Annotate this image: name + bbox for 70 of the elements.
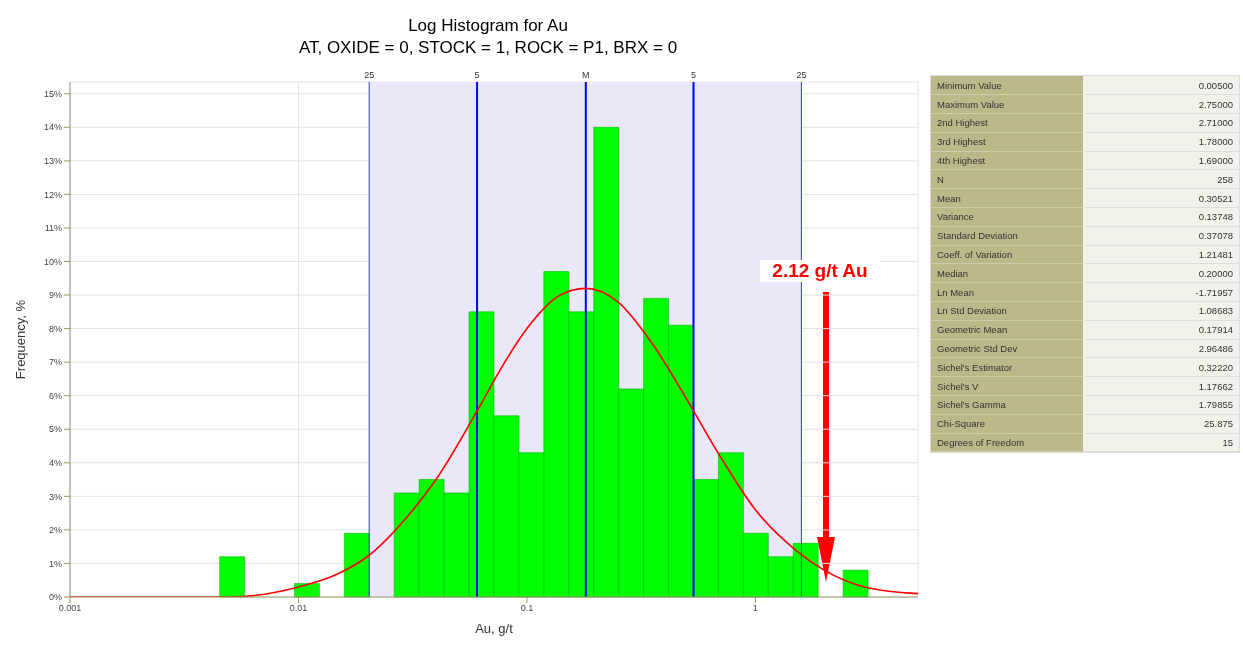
text: 1.17662 — [1198, 380, 1233, 392]
category-label: Standard Deviation — [931, 226, 1083, 246]
category-label: Mean — [931, 188, 1083, 208]
y-tick-label: 10% — [43, 256, 62, 267]
chart-subtitle: AT, OXIDE = 0, STOCK = 1, ROCK = P1, BRX = 0 — [297, 38, 679, 58]
y-tick-label: 8% — [48, 323, 62, 334]
x-tick-label: 0.01 — [289, 603, 308, 614]
text: 258 — [1217, 173, 1233, 185]
category-label: Ln Mean — [931, 282, 1083, 302]
category-label: 4th Highest — [931, 151, 1083, 170]
text: 25 — [364, 70, 375, 80]
x-tick-label: 0.001 — [58, 603, 82, 614]
category-label: Median — [931, 263, 1083, 283]
category-label: Chi-Square — [931, 414, 1083, 434]
category-label: 2nd Highest — [931, 113, 1083, 133]
y-tick-label: 1% — [48, 558, 62, 569]
category-label: Sichel's Estimator — [931, 357, 1083, 377]
text: 5 — [691, 70, 697, 80]
y-tick-label: 9% — [48, 290, 62, 301]
text: 1.08683 — [1198, 305, 1233, 317]
x-tick-label: 1 — [752, 603, 758, 614]
category-label: Variance — [931, 207, 1083, 227]
category-label: Sichel's V — [931, 376, 1083, 396]
category-label: N — [931, 169, 1083, 189]
text: 0.37078 — [1198, 230, 1233, 242]
x-tick-label: 0.1 — [520, 603, 534, 614]
text: 25.875 — [1203, 418, 1233, 430]
text: 5 — [474, 70, 480, 80]
text: 0.17914 — [1198, 324, 1233, 336]
y-tick-label: 14% — [43, 122, 62, 133]
text: 2.75000 — [1198, 98, 1233, 110]
y-tick-label: 0% — [48, 592, 62, 603]
text: 1.69000 — [1198, 155, 1233, 167]
category-label: Sichel's Gamma — [931, 395, 1083, 415]
category-label: Geometric Std Dev — [931, 339, 1083, 358]
text: 0.30521 — [1198, 192, 1233, 204]
category-label: Coeff. of Variation — [931, 245, 1083, 264]
y-tick-label: 3% — [48, 491, 62, 502]
y-tick-label: 7% — [48, 357, 62, 368]
text: 0.32220 — [1198, 361, 1233, 373]
text: 1.21481 — [1198, 249, 1233, 261]
text: 1.79855 — [1198, 399, 1233, 411]
y-tick-label: 5% — [48, 424, 62, 435]
y-tick-label: 15% — [43, 88, 62, 99]
text: -1.71957 — [1195, 286, 1233, 298]
text: 0.20000 — [1198, 267, 1233, 279]
text: M — [582, 70, 590, 80]
category-label: Degrees of Freedom — [931, 433, 1083, 452]
category-label: Maximum Value — [931, 94, 1083, 114]
y-tick-label: 6% — [48, 390, 62, 401]
y-tick-label: 12% — [43, 189, 62, 200]
category-label: 3rd Highest — [931, 132, 1083, 152]
text: 2.71000 — [1198, 117, 1233, 129]
y-tick-label: 11% — [44, 223, 62, 234]
y-tick-label: 2% — [48, 525, 62, 536]
text: 1.78000 — [1198, 136, 1233, 148]
category-label: Ln Std Deviation — [931, 301, 1083, 321]
x-axis-title: Au, g/t — [475, 621, 514, 636]
y-tick-label: 13% — [43, 156, 62, 167]
text: 2.96486 — [1198, 343, 1233, 355]
chart-title: Log Histogram for Au — [407, 16, 569, 36]
text: 25 — [796, 70, 807, 80]
category-label: Minimum Value — [931, 76, 1083, 95]
text: 15 — [1222, 437, 1233, 449]
category-label: Geometric Mean — [931, 320, 1083, 340]
annotation: 2.12 g/t Au — [760, 260, 880, 282]
text: 0.13748 — [1198, 211, 1233, 223]
text: 0.00500 — [1198, 79, 1233, 91]
y-axis-title: Frequency, % — [12, 299, 28, 380]
y-tick-label: 4% — [48, 457, 62, 468]
